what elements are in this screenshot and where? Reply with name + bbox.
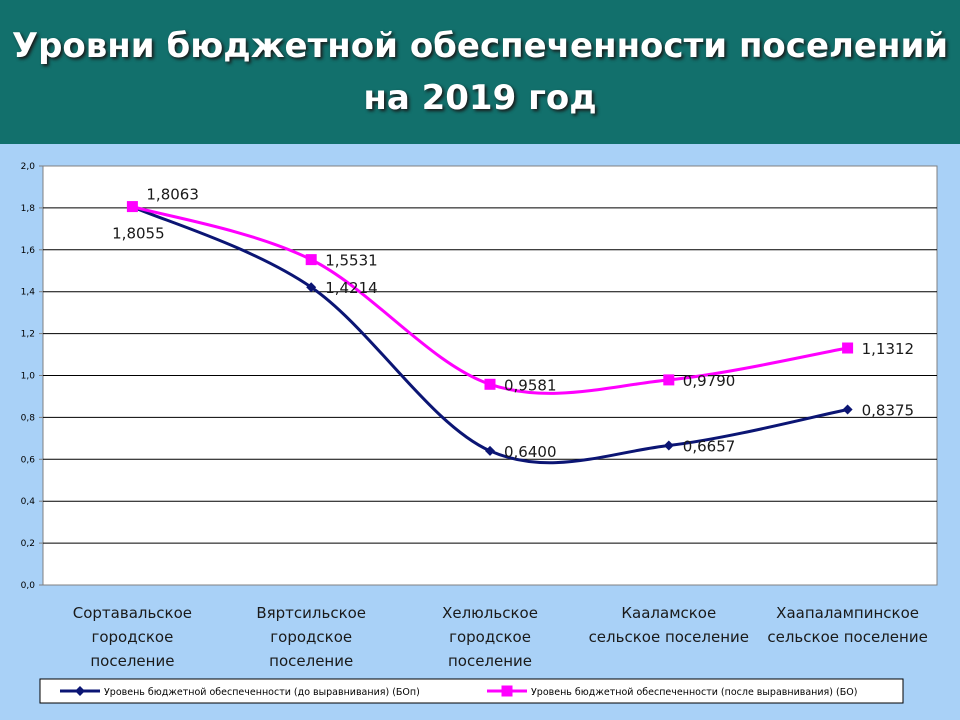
x-category-label-line: городское <box>449 628 531 646</box>
series-before-equalization-point <box>485 445 495 456</box>
gridlines <box>43 207 937 544</box>
y-tick-label: 0,2 <box>21 539 35 549</box>
x-category-label: Хелюльское городское поселение <box>442 604 538 670</box>
data-label: 0,9581 <box>504 376 557 394</box>
data-label: 1,5531 <box>325 252 378 270</box>
y-tick-label: 1,2 <box>21 330 35 340</box>
series-before-equalization-point <box>306 282 317 293</box>
x-category-label-line: Хаапалампинское <box>776 604 919 622</box>
y-tick-label: 2,0 <box>21 162 36 172</box>
data-label: 0,6657 <box>683 438 736 456</box>
legend-label: Уровень бюджетной обеспеченности (после … <box>531 687 857 698</box>
y-tick-label: 0,4 <box>21 497 36 507</box>
legend-swatch-marker <box>75 686 85 696</box>
series-before-equalization-point <box>842 404 853 415</box>
line-chart: 0,0 0,2 0,4 0,6 0,8 1,0 1,2 1,4 1,6 1,8 2,0 Сортав… <box>21 162 938 704</box>
data-label: 0,9790 <box>683 372 736 390</box>
y-tick-label: 1,8 <box>21 204 36 214</box>
y-tick-label: 1,0 <box>21 372 36 382</box>
legend-label: Уровень бюджетной обеспеченности (до выр… <box>104 687 420 698</box>
legend-entries: Уровень бюджетной обеспеченности (до выр… <box>60 685 857 698</box>
data-labels: 1,8055 1,4214 0,6400 0,6657 0,8375 1,8063 1,55… <box>112 186 914 461</box>
data-label: 1,8055 <box>112 225 165 243</box>
x-category-label-line: Вяртсильское <box>256 604 366 622</box>
x-category-label-line: городское <box>91 628 173 646</box>
y-tick-label: 1,6 <box>21 246 36 256</box>
y-tick-label: 1,4 <box>21 288 36 298</box>
x-category-label-line: Сортавальское <box>73 604 192 622</box>
series-after-equalization-point <box>663 374 675 386</box>
x-category-label-line: городское <box>270 628 352 646</box>
y-tick-label: 0,6 <box>21 455 36 465</box>
x-category-label-line: поселение <box>90 652 174 670</box>
series-after-equalization-point <box>484 378 496 390</box>
x-category-label-line: поселение <box>269 652 353 670</box>
data-label: 0,6400 <box>504 443 557 461</box>
x-category-label-line: Кааламское <box>621 604 716 622</box>
y-tick-label: 0,8 <box>21 413 36 423</box>
x-category-label-line: сельское поселение <box>589 628 749 646</box>
data-label: 1,1312 <box>862 340 915 358</box>
legend <box>39 678 904 704</box>
y-axis-ticks: 0,0 0,2 0,4 0,6 0,8 1,0 1,2 1,4 1,6 1,8 2,0 <box>21 162 43 591</box>
series-after-equalization-point <box>126 201 138 213</box>
y-tick-label: 0,0 <box>21 581 36 591</box>
slide-title-line-1: Уровни бюджетной обеспеченности поселени… <box>11 26 949 66</box>
data-label: 0,8375 <box>862 402 915 420</box>
x-category-label: Кааламское сельское поселение <box>589 604 749 646</box>
x-category-label-line: сельское поселение <box>767 628 927 646</box>
x-category-label-line: поселение <box>448 652 532 670</box>
series-before-equalization-point <box>663 440 674 451</box>
series-after-equalization-point <box>842 342 854 354</box>
title-banner <box>0 0 960 144</box>
x-category-label: Вяртсильское городское поселение <box>256 604 366 670</box>
x-category-label: Сортавальское городское поселение <box>73 604 192 670</box>
series-before-equalization-line <box>131 205 848 465</box>
slide-title-line-2: на 2019 год <box>363 78 597 118</box>
legend-swatch-marker <box>501 685 513 697</box>
data-label: 1,8063 <box>146 186 199 204</box>
x-axis-categories: Сортавальское городское поселениеВяртсильс… <box>73 604 928 670</box>
slide-title: Уровни бюджетной обеспеченности поселени… <box>0 20 960 124</box>
series-markers <box>126 201 854 456</box>
x-category-label: Хаапалампинское сельское поселение <box>767 604 927 646</box>
x-category-label-line: Хелюльское <box>442 604 538 622</box>
data-label: 1,4214 <box>325 279 378 297</box>
series-after-equalization-point <box>305 254 317 266</box>
